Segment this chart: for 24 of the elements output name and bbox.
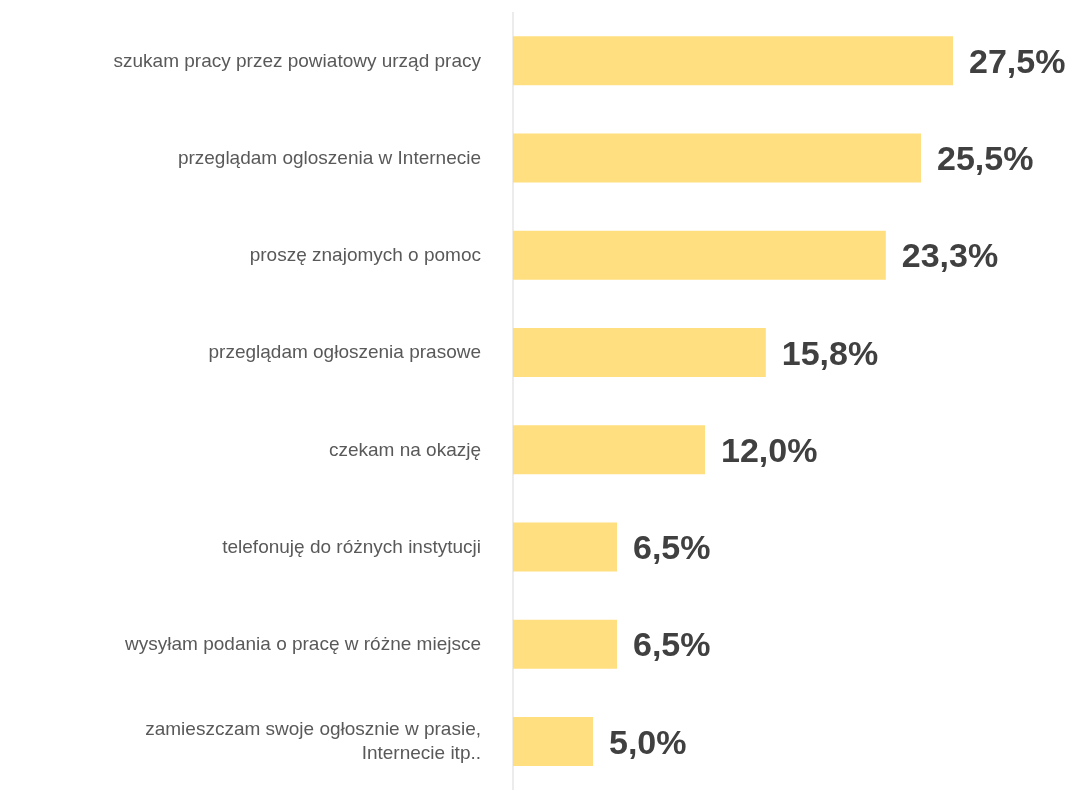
bar bbox=[513, 133, 921, 183]
bar bbox=[513, 328, 766, 378]
y-tick-label: proszę znajomych o pomoc bbox=[249, 244, 481, 266]
y-tick-label: przeglądam ogłoszenia prasowe bbox=[208, 341, 481, 363]
y-tick-label: przeglądam ogloszenia w Internecie bbox=[177, 146, 481, 168]
bar bbox=[513, 36, 953, 86]
bar bbox=[513, 717, 593, 767]
bar bbox=[513, 230, 886, 280]
y-tick-label: telefonuję do różnych instytucji bbox=[222, 535, 481, 557]
data-label: 15,8% bbox=[781, 333, 879, 372]
y-tick-label: wysyłam podania o pracę w różne miejsce bbox=[124, 633, 481, 655]
data-label: 25,5% bbox=[937, 139, 1034, 178]
y-tick-label: czekam na okazję bbox=[328, 438, 481, 460]
data-label: 5,0% bbox=[609, 722, 687, 761]
bar bbox=[513, 522, 617, 572]
data-label: 6,5% bbox=[633, 528, 711, 567]
data-label: 6,5% bbox=[633, 625, 711, 664]
y-tick-label: szukam pracy przez powiatowy urząd pracy bbox=[113, 49, 482, 71]
data-label: 12,0% bbox=[721, 430, 818, 469]
data-label: 23,3% bbox=[901, 236, 999, 275]
bar bbox=[513, 619, 617, 669]
y-tick-label: zamieszczam swoje ogłosznie w prasie, Internecie itp.. bbox=[145, 718, 481, 764]
data-label: 27,5% bbox=[969, 41, 1066, 80]
bar bbox=[513, 425, 705, 475]
